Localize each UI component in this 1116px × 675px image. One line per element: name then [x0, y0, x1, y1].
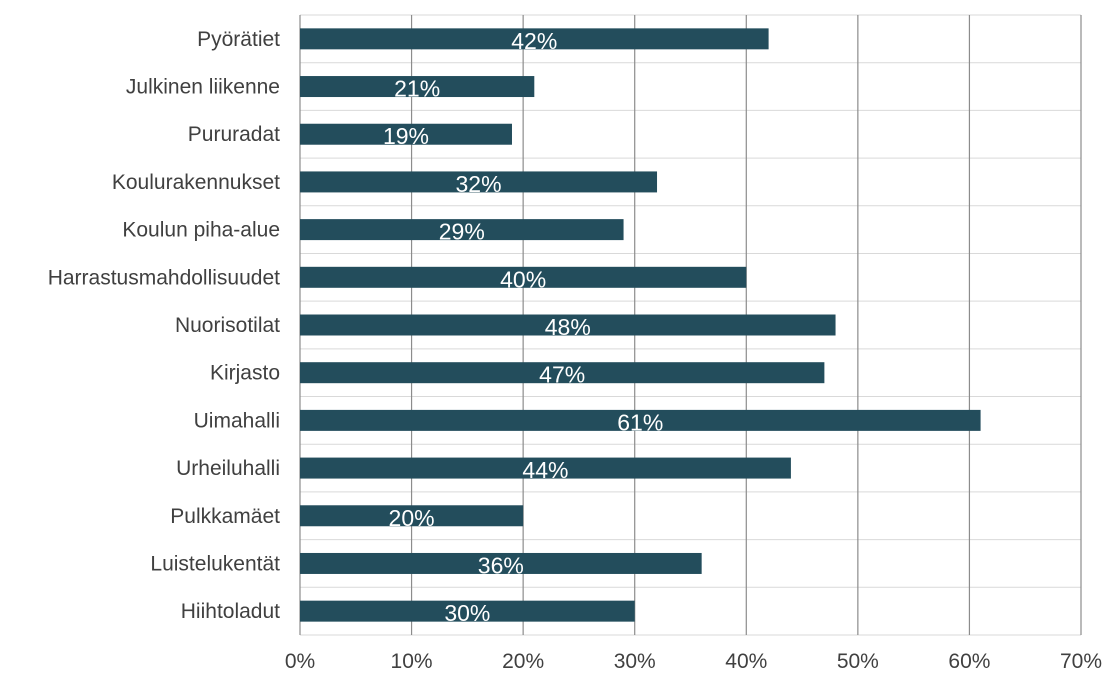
bar [300, 552, 702, 574]
category-labels: Pyörätiet Julkinen liikenne Pururadat Koulu… [48, 28, 280, 623]
category-label: Julkinen liikenne [126, 76, 280, 99]
category-label: Koulun piha-alue [122, 219, 280, 242]
category-label: Pulkkamäet [170, 505, 280, 528]
data-label: 29% [439, 219, 485, 245]
data-labels: 42% 21% 19% 32% 29% 40% 48% 47% 61% 44% 20% 36% 30% [383, 28, 663, 626]
category-label: Urheiluhalli [176, 457, 280, 480]
bar [300, 314, 836, 336]
data-label: 32% [455, 171, 501, 197]
category-label: Harrastusmahdollisuudet [48, 266, 280, 289]
x-tick-label: 10% [391, 650, 433, 673]
x-tick-label: 50% [837, 650, 879, 673]
data-label: 48% [545, 314, 591, 340]
bar [300, 409, 981, 431]
category-label: Kirjasto [210, 362, 280, 385]
bar [300, 505, 524, 527]
category-label: Uimahalli [194, 409, 280, 432]
bar [300, 28, 769, 50]
bar [300, 457, 791, 479]
x-tick-label: 0% [285, 650, 315, 673]
bar [300, 123, 512, 145]
data-label: 47% [539, 362, 585, 388]
data-label: 40% [500, 266, 546, 292]
bar [300, 171, 658, 193]
category-label: Nuorisotilat [175, 314, 280, 337]
category-label: Luistelukentät [150, 552, 280, 575]
x-tick-label: 20% [502, 650, 544, 673]
category-label: Pururadat [188, 123, 280, 146]
bars [300, 28, 981, 622]
x-tick-label: 40% [725, 650, 767, 673]
bar [300, 266, 747, 288]
data-label: 36% [478, 552, 524, 578]
x-tick-labels: 0% 10% 20% 30% 40% 50% 60% 70% [285, 650, 1102, 673]
data-label: 61% [617, 409, 663, 435]
data-label: 42% [511, 28, 557, 54]
data-label: 44% [522, 457, 568, 483]
bar [300, 76, 535, 98]
data-label: 20% [389, 505, 435, 531]
category-label: Hiihtoladut [181, 600, 280, 623]
data-label: 19% [383, 123, 429, 149]
bar [300, 219, 624, 241]
data-label: 30% [444, 600, 490, 626]
x-tick-label: 70% [1060, 650, 1102, 673]
x-tick-label: 60% [948, 650, 990, 673]
bar [300, 600, 635, 622]
category-label: Koulurakennukset [112, 171, 280, 194]
bar [300, 362, 825, 384]
x-tick-label: 30% [614, 650, 656, 673]
data-label: 21% [394, 76, 440, 102]
category-label: Pyörätiet [197, 28, 280, 51]
